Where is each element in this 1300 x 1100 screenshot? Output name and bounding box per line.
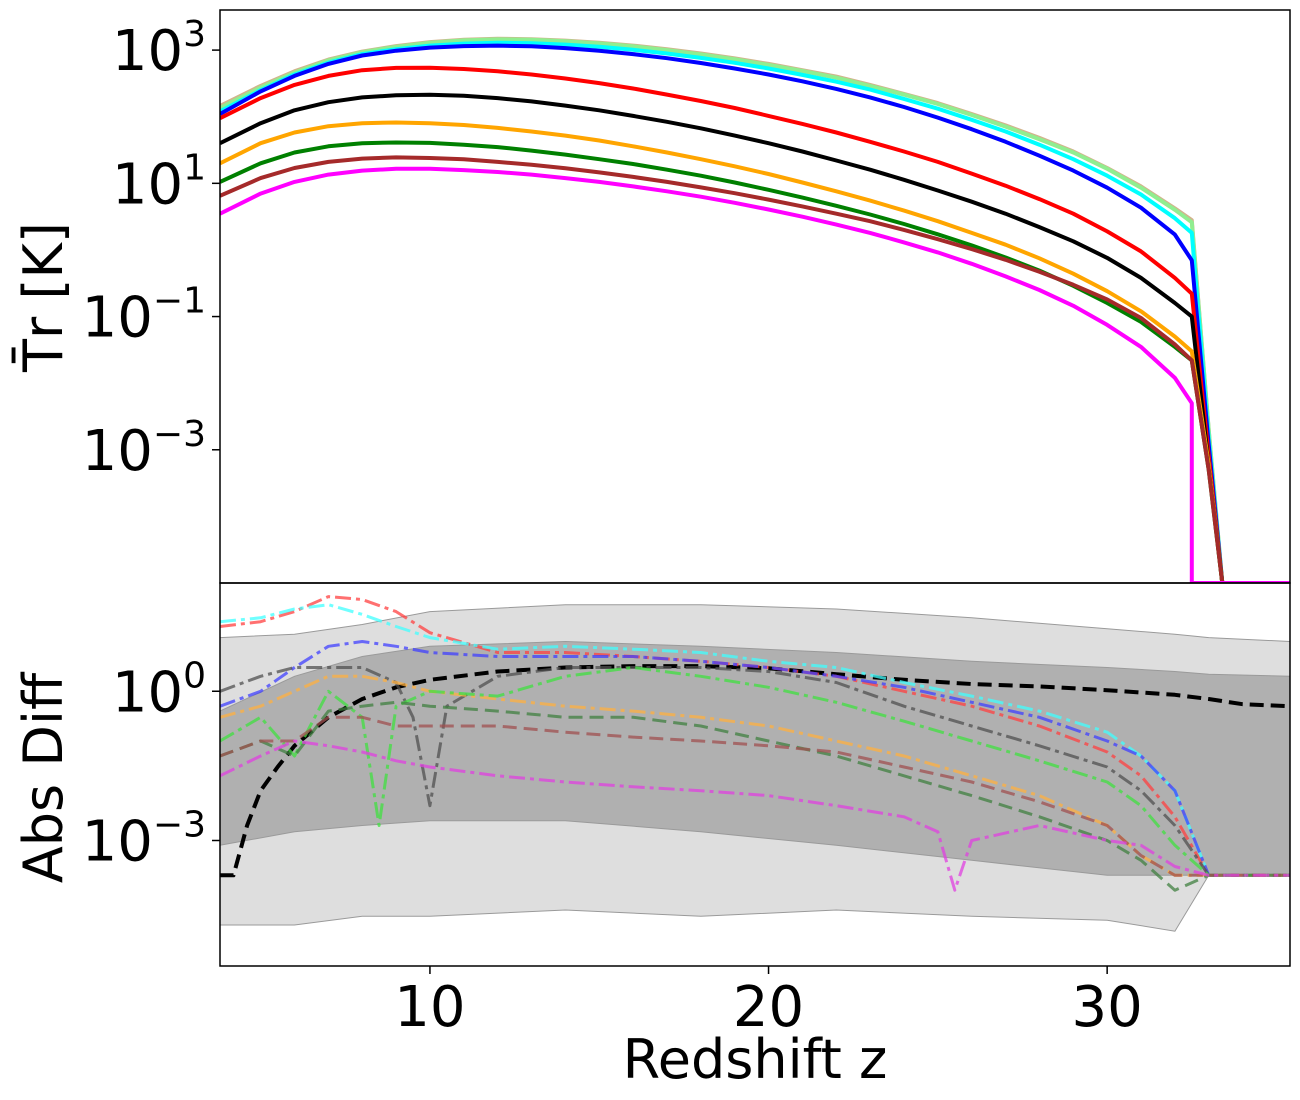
top-ytick-label-0: 103 (112, 14, 206, 84)
bottom-series-line-0 (220, 664, 1290, 878)
top-series-line-6 (220, 120, 1290, 583)
bottom-series-line-3 (220, 640, 1290, 877)
xtick-label-0: 10 (394, 975, 465, 1040)
top-series-line-4 (220, 65, 1290, 583)
top-series-line-8 (220, 155, 1290, 583)
top-series-line-3 (220, 43, 1290, 583)
top-series-line-7 (220, 140, 1290, 583)
top-series-line-5 (220, 92, 1290, 583)
bottom-ytick-label-0: 100 (112, 655, 206, 725)
bottom-series-line-5 (220, 674, 1290, 877)
top-y-axis-label: T̄r [K] (12, 222, 75, 373)
bottom-series-line-6 (220, 666, 1290, 877)
bottom-ytick-label-1: 10−3 (82, 804, 206, 874)
bottom-plot-frame (219, 582, 1291, 967)
xtick-label-2: 30 (1072, 975, 1143, 1040)
top-series-line-1 (220, 37, 1290, 583)
bottom-series-line-2 (220, 603, 1290, 877)
top-ytick-label-2: 10−1 (82, 281, 206, 351)
bottom-series-line-9 (220, 739, 1290, 892)
top-ytick-label-1: 101 (112, 147, 206, 217)
bottom-series-line-4 (220, 666, 1290, 877)
bottom-y-axis-label: Abs Diff (12, 671, 75, 883)
xtick-label-1: 20 (733, 975, 804, 1040)
bottom-band-1 (220, 640, 1290, 876)
bottom-series-line-7 (220, 700, 1290, 892)
top-series-line-9 (220, 166, 1290, 583)
bottom-series-line-1 (220, 595, 1290, 877)
bottom-series-line-8 (220, 715, 1290, 877)
x-axis-label: Redshift z (623, 1028, 888, 1091)
top-ytick-label-3: 10−3 (82, 414, 206, 484)
